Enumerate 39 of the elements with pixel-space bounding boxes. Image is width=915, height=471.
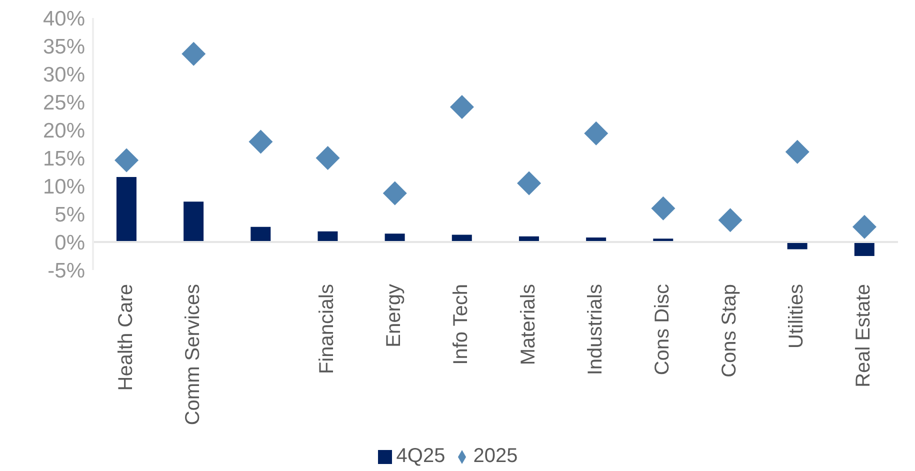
point	[852, 214, 876, 239]
x-tick-label: Health Care	[114, 284, 137, 391]
y-tick-label: 40%	[42, 7, 85, 30]
bar	[250, 226, 271, 242]
point	[382, 181, 407, 206]
y-tick-label: 5%	[54, 203, 85, 226]
bar	[184, 202, 204, 242]
x-tick-label: Cons Disc	[651, 284, 674, 376]
y-tick-label: 30%	[42, 63, 85, 86]
point	[316, 146, 340, 170]
y-tick-label: 35%	[42, 35, 85, 58]
bar	[854, 242, 874, 256]
x-tick-label: Energy	[383, 284, 406, 348]
x-tick-label: Materials	[517, 284, 540, 366]
x-tick-label: Info Tech	[450, 284, 472, 365]
legend-label: 2025	[473, 445, 518, 467]
point	[114, 148, 139, 172]
point	[651, 196, 676, 220]
x-tick-label: Cons Stap	[718, 284, 741, 378]
y-tick-label: 10%	[42, 175, 85, 198]
x-tick-label: Industrials	[584, 284, 606, 376]
y-tick-label: -5%	[48, 259, 85, 282]
point	[584, 121, 608, 146]
bar	[116, 177, 136, 242]
y-tick-label: 25%	[42, 91, 85, 114]
x-tick-label: Utilities	[786, 284, 808, 348]
point	[248, 130, 273, 154]
point	[182, 42, 206, 66]
y-tick-label: 20%	[42, 119, 85, 142]
y-tick-label: 15%	[42, 147, 85, 170]
x-tick-label: Comm Services	[182, 284, 204, 426]
x-tick-label: Financials	[316, 284, 338, 374]
x-tick-label: Real Estate	[852, 284, 875, 388]
legend-label: 4Q25	[396, 445, 446, 467]
point	[450, 95, 474, 120]
point	[517, 171, 542, 196]
point	[718, 208, 742, 232]
point	[785, 140, 810, 164]
y-tick-label: 0%	[54, 231, 85, 254]
